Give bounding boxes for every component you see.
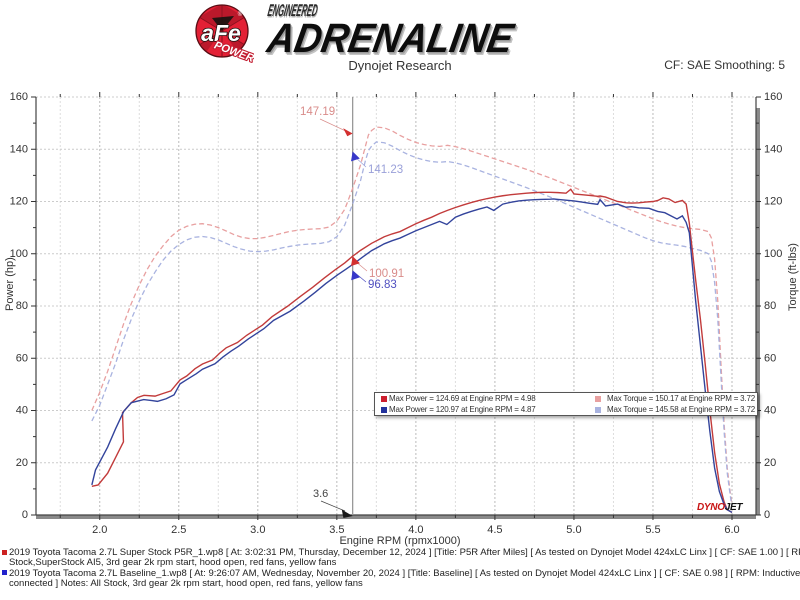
svg-text:100: 100 — [764, 248, 782, 260]
svg-text:40: 40 — [16, 405, 28, 417]
svg-text:140: 140 — [764, 143, 782, 155]
svg-text:0: 0 — [22, 509, 28, 521]
svg-text:0: 0 — [764, 509, 770, 521]
svg-text:60: 60 — [764, 352, 776, 364]
svg-text:80: 80 — [16, 300, 28, 312]
svg-text:120: 120 — [764, 196, 782, 208]
svg-text:20: 20 — [764, 457, 776, 469]
svg-text:120: 120 — [10, 196, 28, 208]
svg-text:141.23: 141.23 — [368, 164, 403, 176]
svg-text:80: 80 — [764, 300, 776, 312]
svg-text:140: 140 — [10, 143, 28, 155]
svg-text:®: ® — [238, 11, 243, 18]
svg-text:160: 160 — [764, 91, 782, 103]
svg-text:147.19: 147.19 — [300, 106, 335, 118]
svg-text:20: 20 — [16, 457, 28, 469]
svg-text:40: 40 — [764, 405, 776, 417]
svg-text:60: 60 — [16, 352, 28, 364]
svg-text:160: 160 — [10, 91, 28, 103]
svg-text:3.6: 3.6 — [313, 488, 328, 500]
svg-text:96.83: 96.83 — [368, 279, 397, 291]
